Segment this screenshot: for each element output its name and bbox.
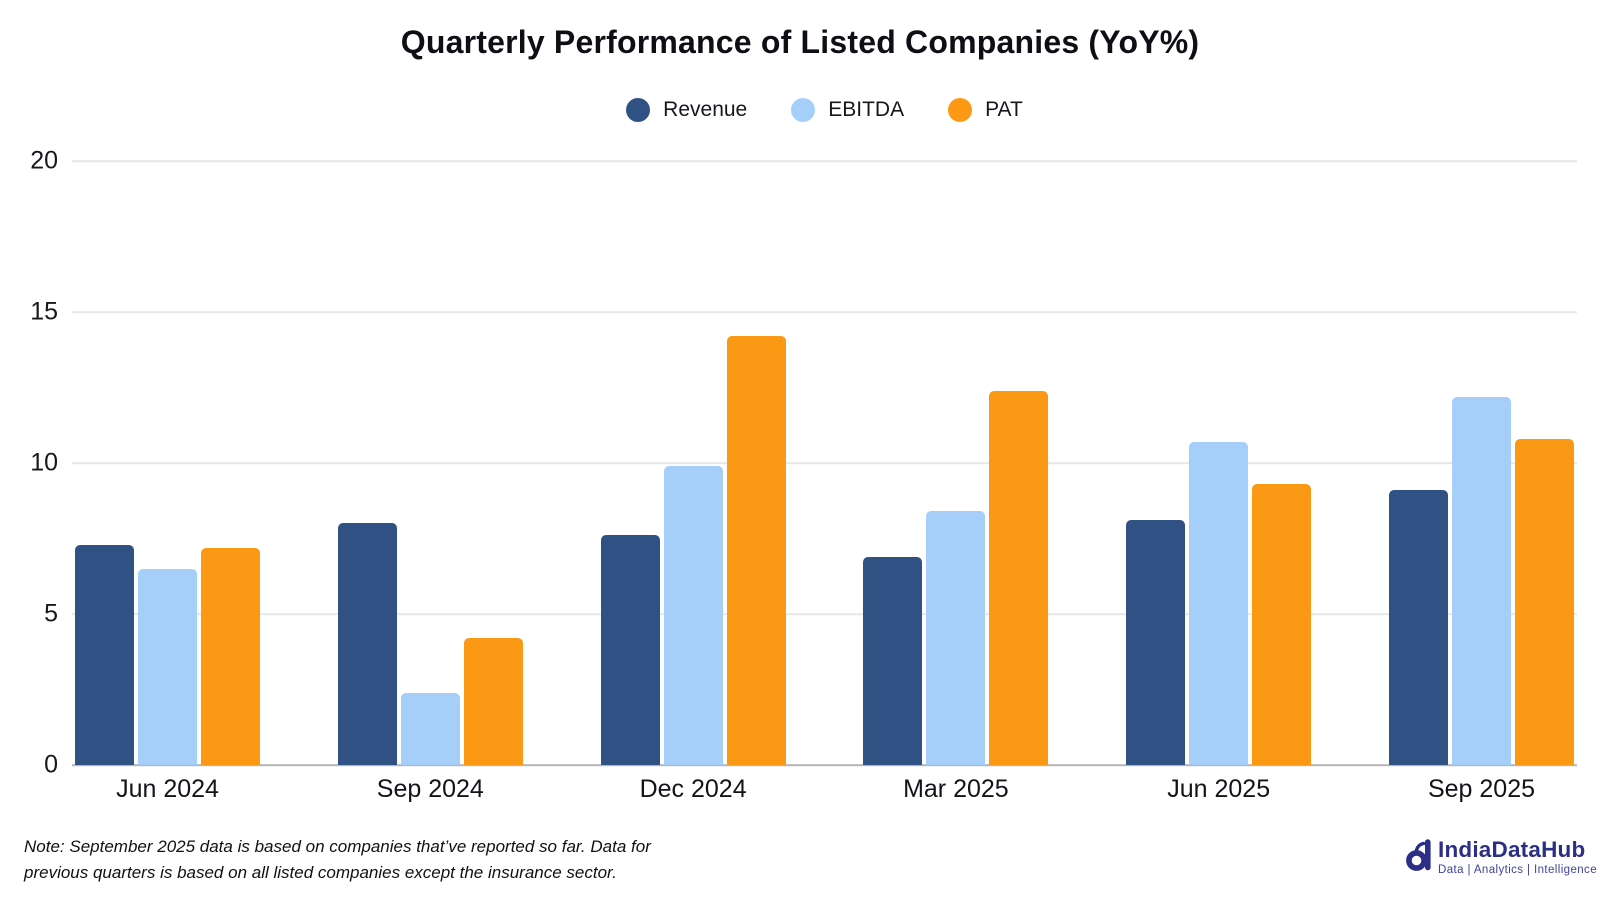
bar-ebitda-jun-2024 [138, 568, 197, 765]
brand-logo: IndiaDataHub Data | Analytics | Intellig… [1406, 838, 1597, 876]
brand-text: IndiaDataHub Data | Analytics | Intellig… [1438, 837, 1598, 877]
y-tick-label-20: 20 [30, 146, 58, 175]
legend: Revenue EBITDA PAT [72, 98, 1577, 122]
legend-label-ebitda: EBITDA [828, 98, 905, 121]
legend-label-pat: PAT [985, 98, 1023, 121]
legend-item-ebitda: EBITDA [791, 98, 904, 122]
legend-item-pat: PAT [948, 98, 1023, 122]
y-tick-label-0: 0 [44, 750, 58, 779]
gridline-20 [72, 160, 1577, 162]
legend-swatch-pat-icon [948, 98, 973, 122]
footnote-line-1: Note: September 2025 data is based on co… [24, 837, 651, 856]
bar-pat-jun-2025 [1252, 484, 1312, 765]
bar-ebitda-mar-2025 [926, 511, 986, 765]
chart-title: Quarterly Performance of Listed Companie… [400, 24, 1200, 60]
footnote-line-2: previous quarters is based on all listed… [24, 863, 617, 882]
bar-group-sep-2024 [337, 161, 523, 765]
bar-revenue-sep-2024 [337, 523, 397, 765]
bar-revenue-mar-2025 [863, 556, 923, 765]
bar-revenue-jun-2024 [75, 544, 134, 765]
bar-group-mar-2025 [863, 161, 1049, 765]
bar-group-jun-2024 [75, 161, 260, 765]
indiadatahub-logo-icon [1406, 839, 1431, 871]
legend-swatch-revenue-icon [626, 98, 651, 122]
x-axis-label-jun-2025: Jun 2025 [1167, 775, 1271, 803]
brand-tagline: Data | Analytics | Intelligence [1438, 864, 1598, 876]
bar-revenue-sep-2025 [1389, 490, 1448, 765]
bar-group-dec-2024 [600, 161, 786, 765]
bar-group-sep-2025 [1389, 161, 1574, 765]
y-tick-label-5: 5 [44, 599, 58, 628]
x-axis-line [72, 764, 1577, 766]
bar-pat-jun-2024 [201, 547, 260, 765]
bar-pat-mar-2025 [989, 390, 1049, 765]
y-tick-label-10: 10 [30, 448, 58, 477]
bar-pat-sep-2024 [463, 638, 523, 765]
bar-ebitda-sep-2025 [1452, 396, 1511, 765]
bar-ebitda-sep-2024 [400, 692, 460, 765]
bar-ebitda-jun-2025 [1189, 441, 1249, 765]
gridline-15 [72, 311, 1577, 313]
gridline-10 [72, 462, 1577, 464]
bar-group-jun-2025 [1126, 161, 1312, 765]
bar-pat-sep-2025 [1515, 438, 1574, 765]
x-axis-label-dec-2024: Dec 2024 [639, 775, 747, 803]
y-tick-label-15: 15 [30, 297, 58, 326]
gridline-5 [72, 613, 1577, 615]
brand-name: IndiaDataHub [1438, 837, 1586, 862]
bar-revenue-dec-2024 [600, 535, 660, 765]
bar-pat-dec-2024 [726, 336, 786, 765]
x-axis-label-sep-2025: Sep 2025 [1427, 775, 1536, 803]
legend-swatch-ebitda-icon [791, 98, 816, 122]
bar-revenue-jun-2025 [1126, 520, 1186, 765]
x-axis-label-jun-2024: Jun 2024 [116, 775, 219, 803]
legend-item-revenue: Revenue [626, 98, 747, 122]
bar-chart-plot: 0 5 10 15 20 Jun 2024 Sep 2024 Dec 2024 Mar 2025… [30, 147, 1577, 803]
legend-label-revenue: Revenue [663, 98, 748, 121]
x-axis-label-sep-2024: Sep 2024 [376, 775, 484, 803]
x-axis-label-mar-2025: Mar 2025 [903, 775, 1009, 803]
footnote: Note: September 2025 data is based on co… [24, 834, 744, 886]
bar-ebitda-dec-2024 [663, 466, 723, 765]
